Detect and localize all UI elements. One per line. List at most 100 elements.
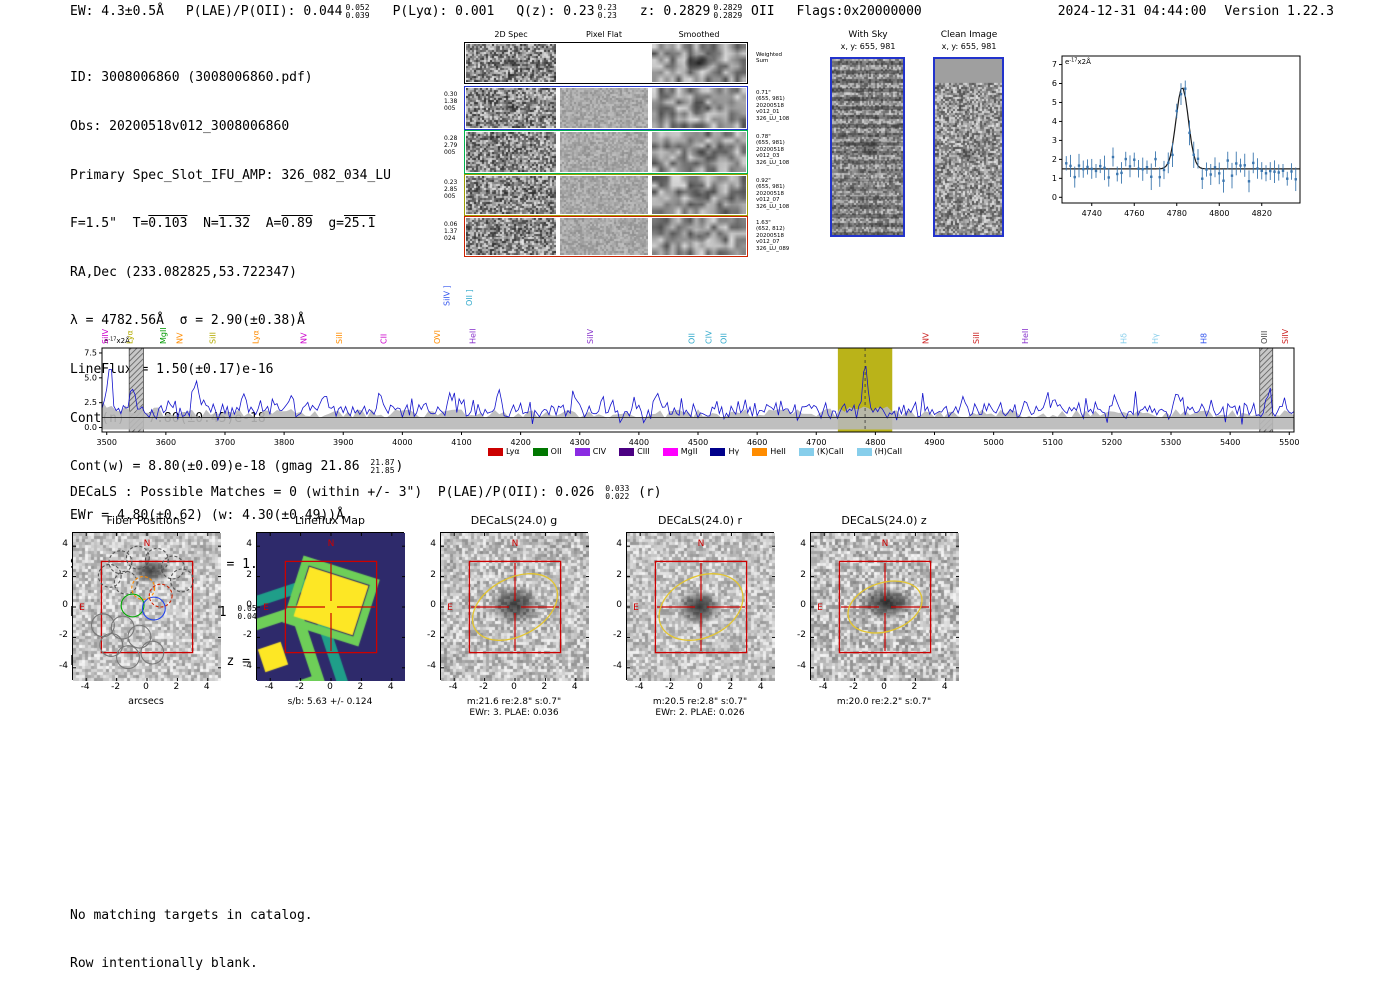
spec2d-row-frame	[464, 130, 748, 174]
info-wavelength: λ = 4782.56Å σ = 2.90(±0.38)Å	[70, 313, 305, 329]
spec2d-2d-image	[466, 176, 556, 214]
emission-line-label: SiII	[209, 332, 218, 344]
ew-value: EW: 4.3±0.5Å	[70, 4, 164, 19]
legend-label: CIII	[637, 447, 650, 456]
data-point	[1243, 164, 1246, 167]
data-point	[1175, 109, 1178, 113]
seeing-p1: F=1.5" T=	[70, 216, 149, 232]
data-point	[1230, 174, 1234, 177]
z-sub: 0.2829	[713, 10, 743, 20]
data-point	[1065, 162, 1068, 165]
data-point	[1069, 164, 1072, 168]
cutout-ytick: 0	[430, 600, 436, 610]
spec2d-right-value: v012_07	[756, 239, 780, 246]
info-cont-w: Cont(w) = 8.80(±0.09)e-18 (gmag 21.86 21…	[70, 459, 403, 475]
cutout-image	[441, 533, 589, 681]
data-point	[1269, 169, 1272, 173]
data-point	[1213, 166, 1217, 169]
data-point	[1162, 168, 1166, 172]
cutout-xtick: -4	[264, 682, 274, 692]
data-point	[1179, 92, 1183, 96]
x-tick-label: 5500	[1279, 438, 1299, 447]
cutout-title: Fiber Positions	[106, 514, 186, 527]
cutout-xtick: 2	[911, 682, 918, 692]
emission-line-label: Hγ	[1151, 333, 1160, 344]
data-point	[1145, 166, 1149, 169]
clean-title: Clean Image	[940, 30, 998, 40]
seeing-v1: 0.103	[148, 216, 188, 232]
x-tick-label: 3500	[97, 438, 117, 447]
spec2d-row-frame	[464, 174, 748, 216]
cutout-caption: EWr: 3. PLAE: 0.036	[469, 708, 559, 718]
redshift-group: z: 0.2829 0.2829 0.2829 OII	[640, 4, 775, 19]
data-point	[1167, 161, 1170, 165]
cutout-caption: s/b: 5.63 +/- 0.124	[287, 697, 373, 707]
data-point	[1184, 87, 1187, 90]
noise-envelope	[102, 400, 1294, 430]
data-point	[1273, 170, 1276, 173]
emission-line-label: SiII	[972, 332, 981, 344]
spec2d-left-value: 1.38	[444, 98, 458, 105]
spec2d-left-value: 1.37	[444, 228, 458, 235]
legend-swatch	[856, 447, 872, 456]
cutout-ytick: -4	[243, 660, 252, 671]
spec2d-left-value: 005	[444, 149, 456, 156]
y-tick-label: 3	[1052, 136, 1057, 145]
cutout-panel-fibers: Fiber Positions N E 4 2 0 -2 -4 -4 -2 0 2 4 arcsecs	[46, 514, 246, 729]
redshift-type: OII	[743, 4, 775, 19]
cutout-xtick: -2	[849, 682, 859, 692]
x-tick-label: 5400	[1220, 438, 1240, 447]
emission-line-label: HeII	[1021, 328, 1030, 344]
withsky-canvas	[832, 59, 903, 235]
emission-line-label: NV	[300, 332, 309, 344]
data-point	[1150, 175, 1153, 178]
data-point	[1281, 169, 1285, 172]
extraction-box	[100, 560, 194, 654]
data-point	[1128, 165, 1132, 168]
spec2d-right-value: v012_03	[756, 153, 780, 160]
spec2d-column-title: 2D Spec	[494, 30, 528, 39]
cutout-ytick: 2	[430, 569, 436, 580]
y-axis-units: e-17x2Å	[104, 336, 130, 345]
data-point	[1124, 157, 1127, 161]
emission-line-label: NV	[175, 332, 184, 344]
emission-line-label: OIII	[1260, 331, 1269, 344]
source-ellipse	[471, 573, 559, 641]
data-point	[1201, 177, 1204, 180]
data-point	[1192, 153, 1195, 157]
cutout-ytick: -2	[243, 630, 252, 641]
clean-subtitle: x, y: 655, 981	[941, 42, 997, 51]
data-point	[1264, 172, 1268, 175]
cutout-ytick: -2	[797, 630, 806, 641]
info-lineflux: LineFlux = 1.50(±0.17)e-16	[70, 362, 274, 378]
cutout-ytick: 4	[616, 539, 622, 550]
cutout-xtick: 0	[511, 682, 517, 692]
data-point	[1086, 165, 1089, 169]
cutout-image	[627, 533, 775, 681]
spec2d-2d-image	[466, 44, 556, 82]
x-tick-label: 3700	[215, 438, 235, 447]
cutout-xtick: 4	[757, 682, 764, 692]
cutout-image	[73, 533, 221, 681]
cutout-xtick: 2	[357, 682, 364, 692]
spec2d-right-value: 326_LU_108	[756, 115, 790, 122]
data-point	[1111, 155, 1115, 159]
cutout-caption: m:21.6 re:2.8" s:0.7"	[466, 697, 562, 707]
fiber-circle	[144, 547, 169, 572]
cutout-ytick: 0	[246, 600, 252, 610]
legend-item: Lyα	[487, 447, 520, 456]
data-point	[1239, 164, 1242, 167]
data-point	[1090, 167, 1093, 171]
report-version: Version 1.22.3	[1224, 4, 1334, 19]
emission-line-label: MgII	[159, 327, 168, 344]
fiber-circle	[90, 613, 115, 638]
y-tick-label: 7.5	[84, 348, 97, 357]
gmag-uncertainty: 21.87 21.85	[370, 459, 394, 474]
emission-line-label: SiII	[335, 332, 344, 344]
data-point	[1103, 166, 1106, 170]
decals-p2: (r)	[630, 485, 662, 500]
spec2d-left-label: 0.30 1.38 005	[444, 91, 464, 112]
spec2d-left-label: 0.06 1.37 024	[444, 221, 464, 242]
seeing-v3: 0.89	[281, 216, 313, 232]
